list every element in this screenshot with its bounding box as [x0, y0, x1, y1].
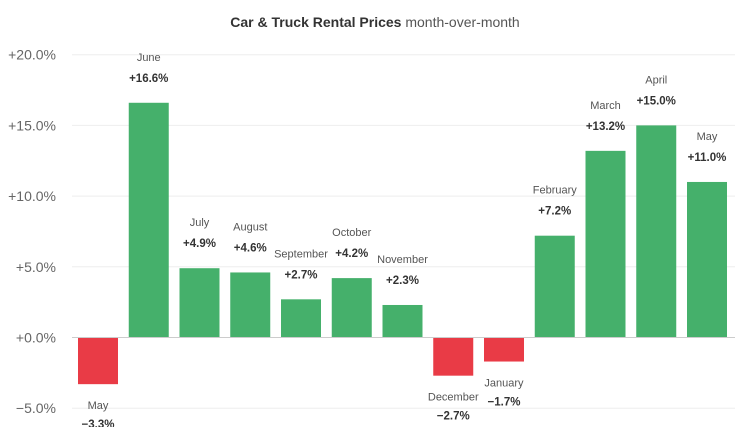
chart-title-main: Car & Truck Rental Prices [230, 14, 402, 30]
chart-subtitle: month-over-month [405, 14, 520, 30]
data-label: −1.7% [488, 397, 521, 409]
category-label: February [533, 185, 578, 197]
category-label: April [645, 74, 667, 86]
bar [78, 337, 118, 385]
category-label: August [233, 221, 267, 233]
bar [534, 235, 575, 338]
data-label: +2.7% [285, 269, 318, 281]
bar [433, 337, 474, 376]
data-label: +4.6% [234, 242, 267, 254]
bar [230, 272, 271, 338]
category-label: March [590, 100, 621, 112]
bar [382, 304, 423, 338]
data-label: +15.0% [637, 95, 676, 107]
y-tick-label: +10.0% [8, 188, 56, 204]
y-tick-label: +15.0% [8, 117, 56, 133]
data-label: +16.6% [129, 73, 168, 85]
bar [636, 125, 677, 338]
data-label: +2.3% [386, 275, 419, 287]
category-label: June [137, 52, 161, 64]
bar [128, 102, 169, 338]
data-label: +7.2% [538, 206, 571, 218]
category-label: May [697, 131, 718, 143]
bar [484, 337, 524, 362]
chart-title: Car & Truck Rental Prices month-over-mon… [0, 14, 750, 30]
data-label: +4.9% [183, 238, 216, 250]
category-label: December [428, 392, 479, 404]
data-label: +11.0% [688, 152, 727, 164]
y-tick-label: +20.0% [8, 47, 56, 63]
bar [179, 268, 220, 338]
bar [585, 150, 626, 338]
category-label: July [190, 217, 210, 229]
data-label: −3.3% [82, 419, 115, 427]
bar [281, 299, 321, 338]
category-label: May [88, 400, 109, 412]
bar [331, 278, 372, 338]
y-tick-label: −5.0% [16, 400, 56, 416]
data-label: −2.7% [437, 411, 470, 423]
category-label: October [332, 227, 371, 239]
y-tick-label: +0.0% [16, 330, 56, 346]
category-label: September [274, 248, 328, 260]
category-label: November [377, 254, 428, 266]
data-label: +13.2% [586, 121, 625, 133]
y-tick-label: +5.0% [16, 259, 56, 275]
category-label: January [484, 378, 524, 390]
bar [687, 181, 727, 338]
data-label: +4.2% [335, 248, 368, 260]
